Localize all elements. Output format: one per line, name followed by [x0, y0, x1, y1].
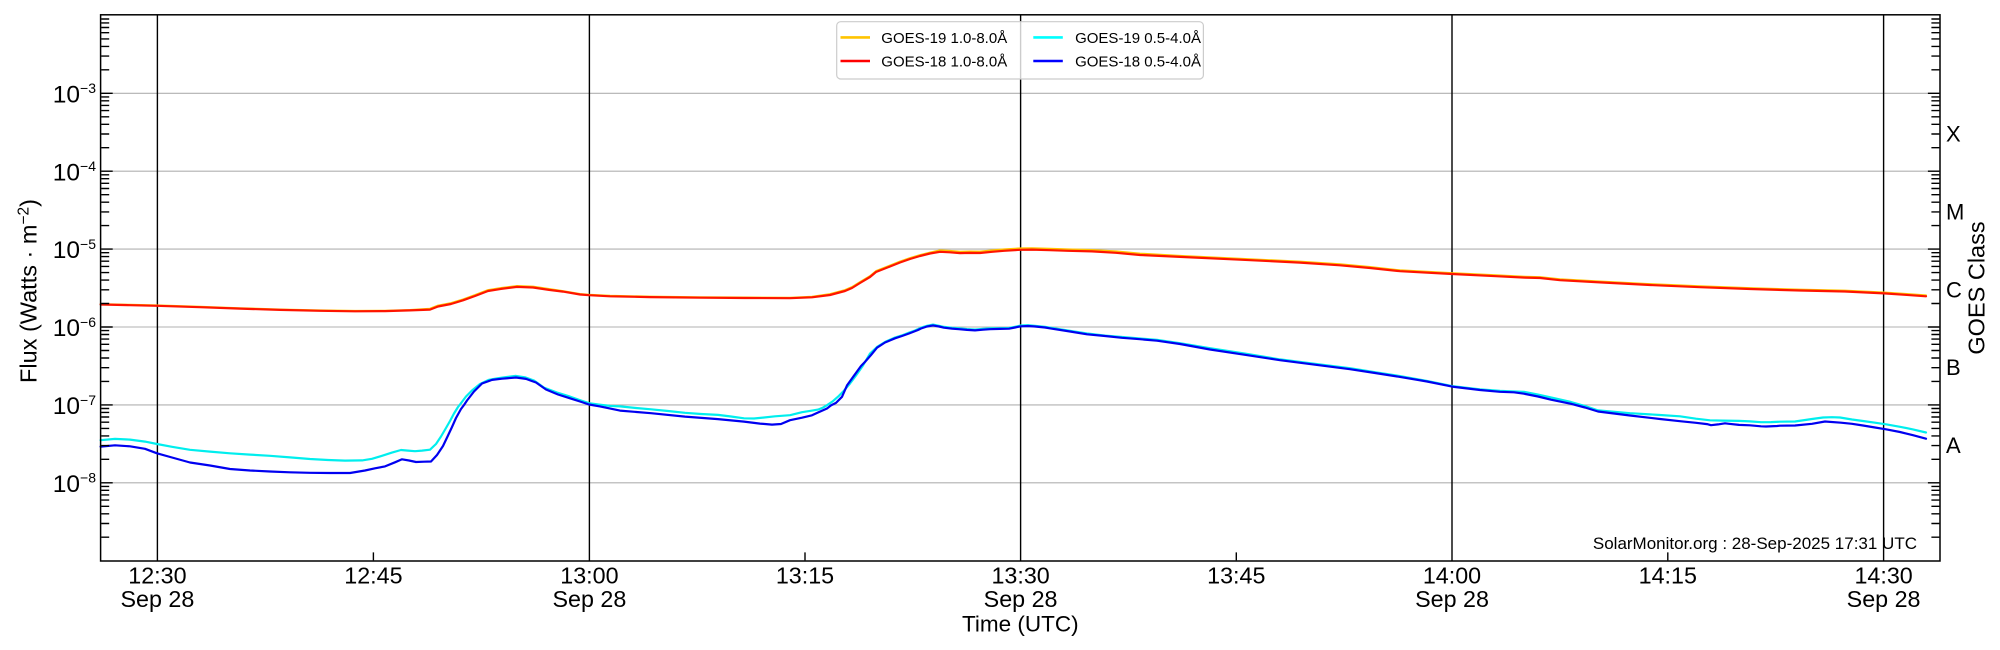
svg-text:GOES-19 0.5-4.0Å: GOES-19 0.5-4.0Å: [1075, 30, 1201, 47]
svg-text:Sep 28: Sep 28: [552, 586, 626, 612]
svg-text:13:00: 13:00: [560, 563, 618, 589]
svg-text:Flux (Watts · m−2): Flux (Watts · m−2): [16, 199, 42, 383]
svg-text:A: A: [1946, 433, 1961, 458]
svg-text:14:00: 14:00: [1423, 563, 1481, 589]
svg-text:13:45: 13:45: [1207, 563, 1265, 589]
svg-text:Time (UTC): Time (UTC): [962, 612, 1079, 637]
svg-text:10−4: 10−4: [53, 158, 96, 186]
svg-text:Sep 28: Sep 28: [1847, 586, 1921, 612]
svg-text:13:30: 13:30: [991, 563, 1049, 589]
svg-text:10−6: 10−6: [53, 314, 96, 342]
svg-text:10−8: 10−8: [53, 470, 96, 498]
svg-text:12:30: 12:30: [128, 563, 186, 589]
svg-text:GOES Class: GOES Class: [1964, 221, 1990, 354]
svg-text:GOES-18 0.5-4.0Å: GOES-18 0.5-4.0Å: [1075, 53, 1201, 70]
svg-text:Sep 28: Sep 28: [1415, 586, 1489, 612]
svg-text:B: B: [1946, 355, 1961, 380]
svg-text:14:30: 14:30: [1854, 563, 1912, 589]
svg-text:10−5: 10−5: [53, 236, 96, 264]
svg-text:13:15: 13:15: [776, 563, 834, 589]
svg-text:C: C: [1946, 277, 1962, 302]
svg-text:14:15: 14:15: [1639, 563, 1697, 589]
svg-text:10−7: 10−7: [53, 392, 96, 420]
svg-text:Sep 28: Sep 28: [984, 586, 1058, 612]
svg-text:Sep 28: Sep 28: [120, 586, 194, 612]
svg-text:12:45: 12:45: [344, 563, 402, 589]
svg-text:X: X: [1946, 122, 1961, 147]
svg-text:GOES-19 1.0-8.0Å: GOES-19 1.0-8.0Å: [881, 30, 1007, 47]
svg-text:SolarMonitor.org : 28-Sep-2025: SolarMonitor.org : 28-Sep-2025 17:31 UTC: [1593, 534, 1917, 553]
svg-text:M: M: [1946, 199, 1964, 224]
svg-text:10−3: 10−3: [53, 80, 96, 108]
svg-text:GOES-18 1.0-8.0Å: GOES-18 1.0-8.0Å: [881, 53, 1007, 70]
